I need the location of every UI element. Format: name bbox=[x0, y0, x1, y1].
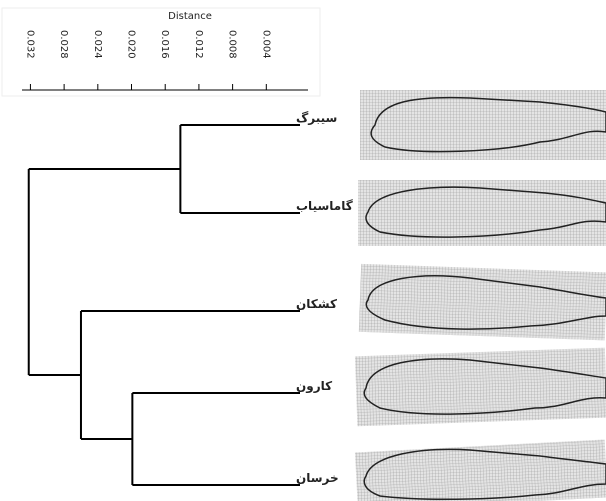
fish-image bbox=[354, 439, 606, 501]
leaf-label: کشکان bbox=[296, 297, 337, 311]
leaf-label: سیبرگ bbox=[296, 110, 337, 125]
x-tick-label: 0.024 bbox=[92, 30, 103, 59]
leaf-label: گاماسیاب bbox=[296, 199, 353, 213]
x-tick-label: 0.032 bbox=[24, 30, 35, 59]
fish-image bbox=[358, 180, 606, 246]
x-tick-label: 0.016 bbox=[159, 30, 170, 59]
leaf-label: کارون bbox=[296, 379, 332, 394]
axis-title: Distance bbox=[168, 11, 212, 22]
fish-image bbox=[358, 263, 606, 341]
x-tick-label: 0.012 bbox=[193, 30, 204, 59]
x-tick-label: 0.004 bbox=[260, 30, 271, 59]
x-tick-label: 0.008 bbox=[227, 30, 238, 59]
x-tick-label: 0.028 bbox=[58, 30, 69, 59]
leaf-label: خرسان bbox=[296, 471, 339, 485]
fish-images bbox=[354, 90, 606, 501]
fish-image bbox=[354, 347, 606, 427]
fish-image bbox=[360, 90, 606, 160]
axis-frame bbox=[1, 7, 321, 97]
x-tick-label: 0.020 bbox=[126, 30, 137, 59]
